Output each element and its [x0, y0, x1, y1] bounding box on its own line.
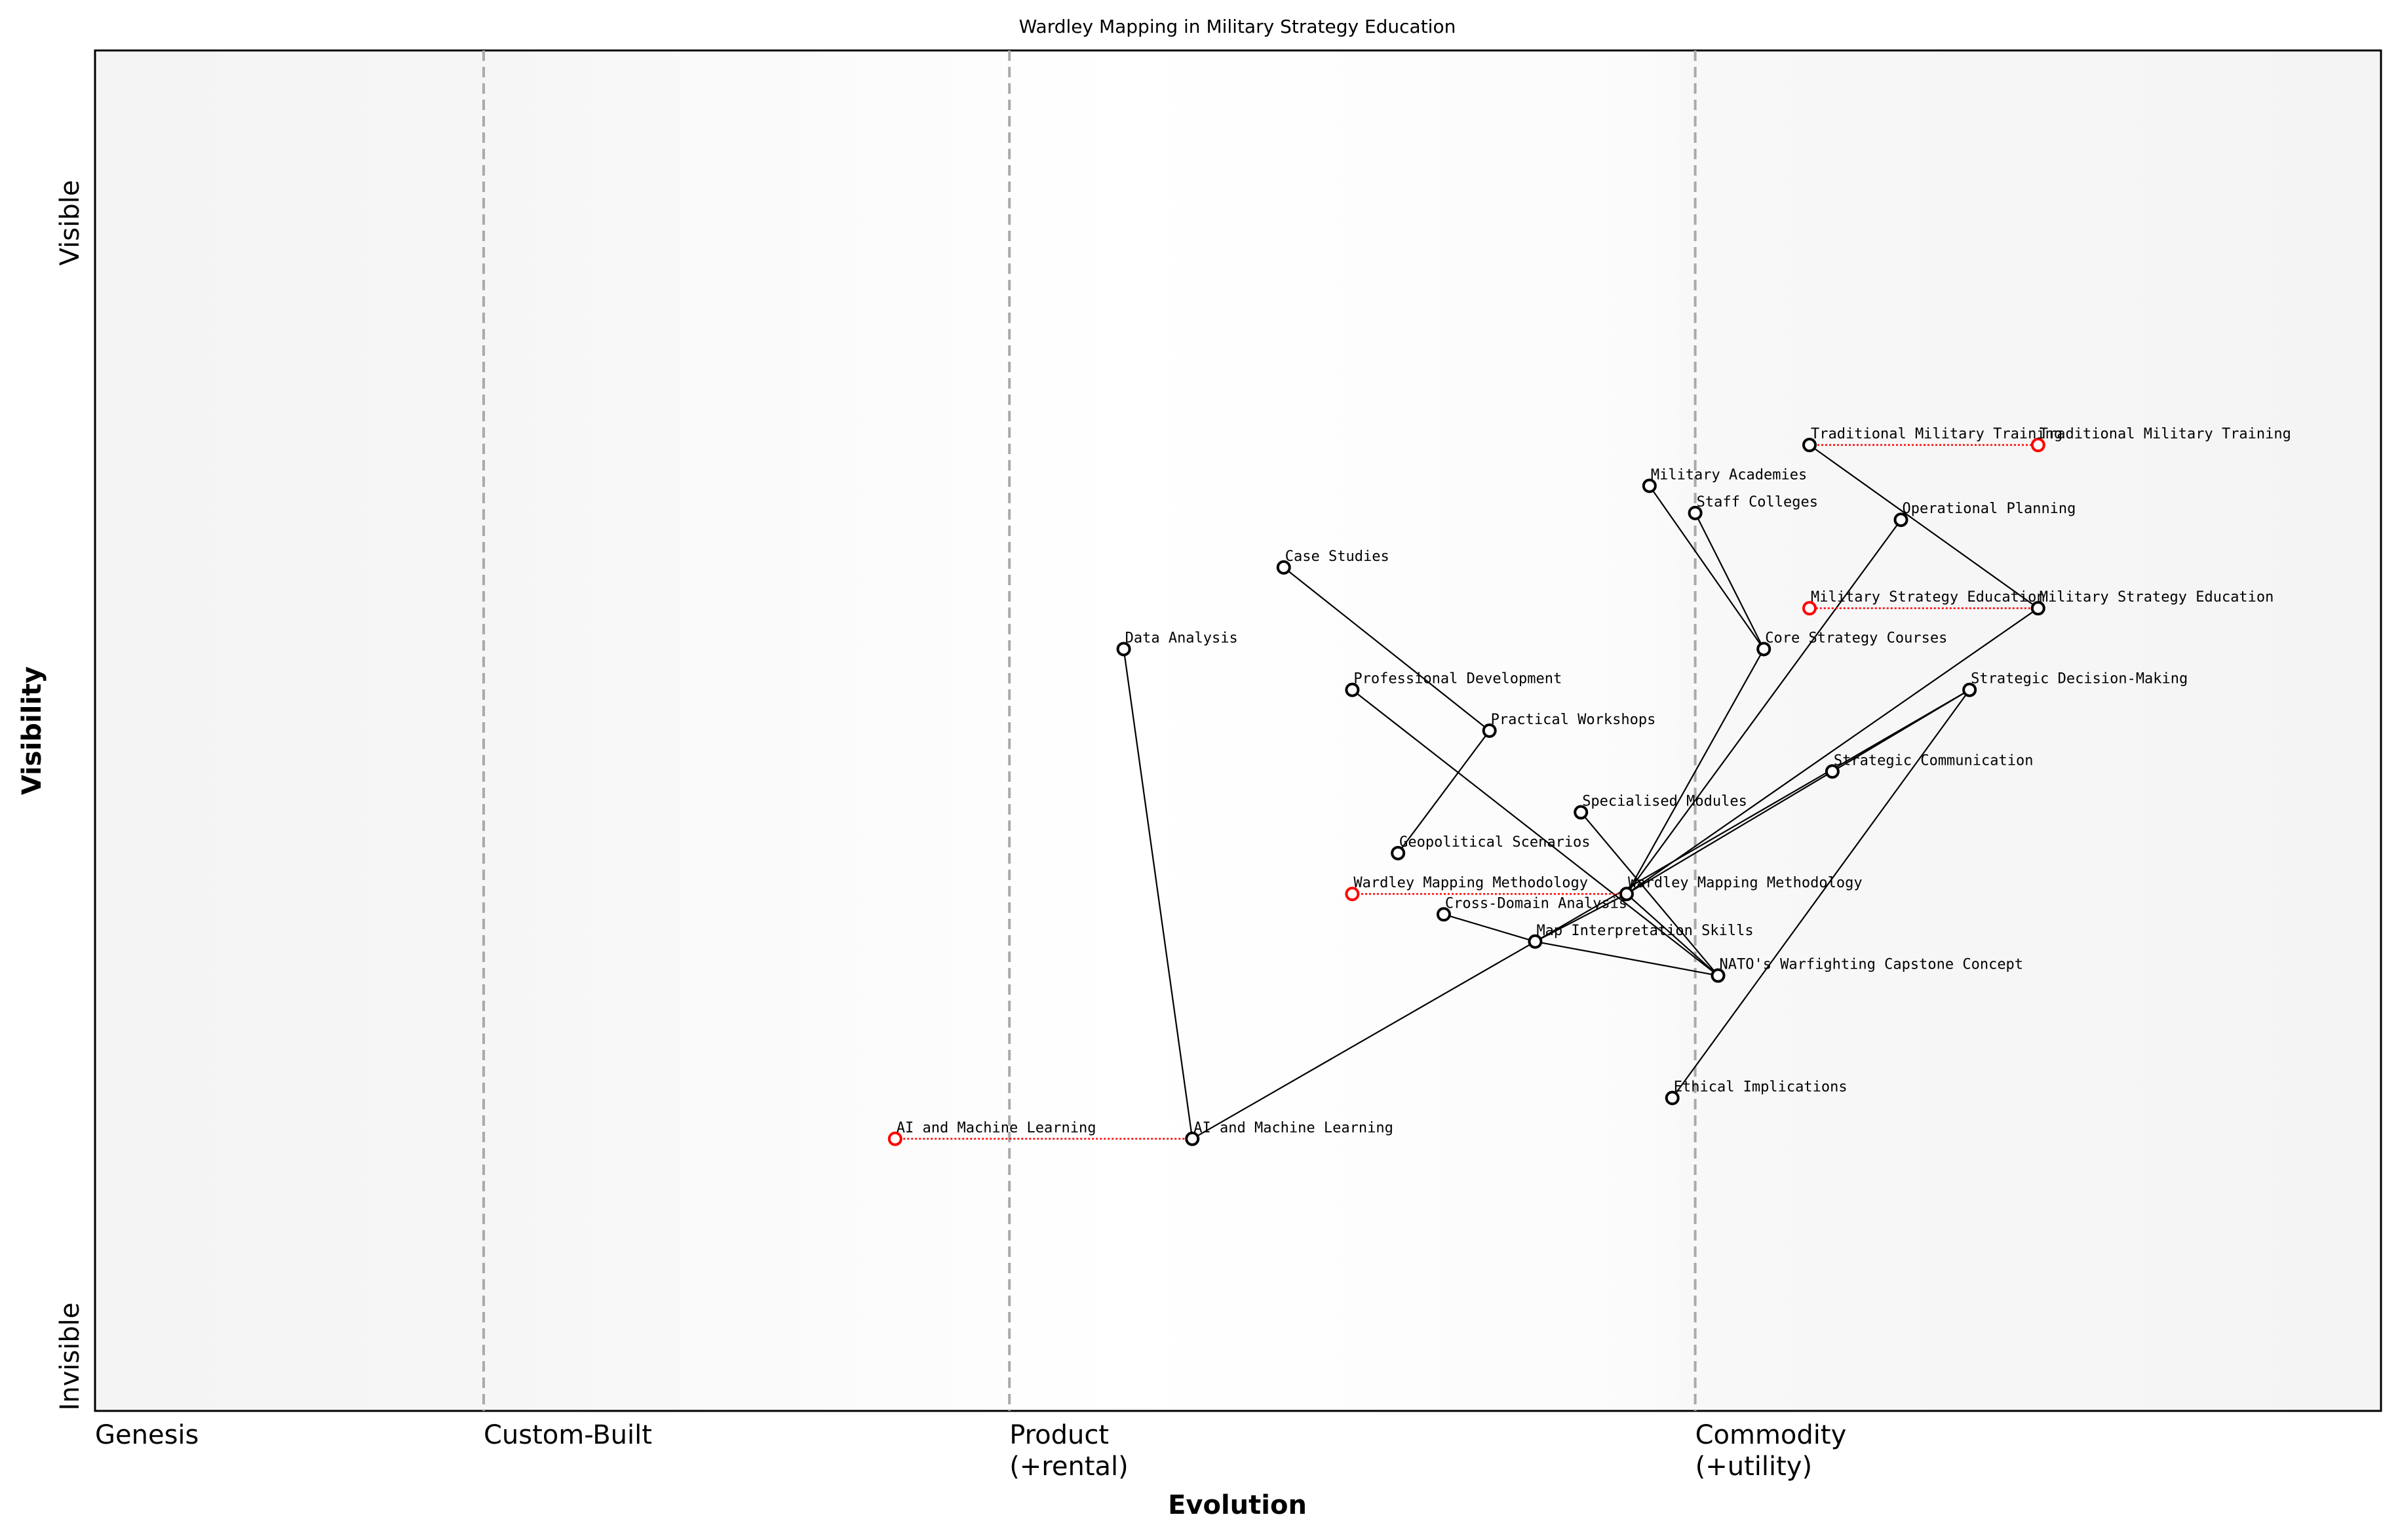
component-marker[interactable]	[1345, 682, 1360, 697]
chart-title: Wardley Mapping in Military Strategy Edu…	[1019, 16, 1456, 37]
component-label: Practical Workshops	[1491, 712, 1656, 728]
evolved-component-label: Wardley Mapping Methodology	[1353, 875, 1588, 891]
dependency-link	[1694, 512, 1765, 649]
component-marker[interactable]	[1619, 887, 1634, 902]
component-marker[interactable]	[1391, 845, 1406, 860]
component-label: Map Interpretation Skills	[1536, 923, 1753, 939]
component-label: Core Strategy Courses	[1765, 630, 1947, 646]
component-marker[interactable]	[1528, 934, 1543, 949]
plot-area	[94, 49, 2382, 1412]
component-label: Operational Planning	[1903, 501, 2076, 517]
dependency-link	[1626, 519, 1902, 895]
dependency-link	[1809, 444, 2039, 609]
component-marker[interactable]	[1276, 560, 1291, 575]
component-label: Professional Development	[1353, 671, 1562, 687]
x-axis-title: Evolution	[1168, 1490, 1307, 1520]
component-label: Traditional Military Training	[1811, 426, 2062, 442]
dependency-link	[1626, 607, 2039, 895]
component-marker[interactable]	[1436, 907, 1451, 922]
stage-label: Commodity (+utility)	[1695, 1420, 1847, 1482]
component-marker[interactable]	[1185, 1131, 1200, 1146]
component-marker[interactable]	[1482, 723, 1497, 738]
dependency-link	[1580, 811, 1719, 976]
evolved-component-marker[interactable]	[1345, 887, 1360, 902]
evolved-component-label: AI and Machine Learning	[897, 1120, 1096, 1136]
dependency-link	[1626, 648, 1765, 895]
dependency-link	[1123, 649, 1193, 1139]
evolved-component-label: Traditional Military Training	[2040, 426, 2291, 442]
component-marker[interactable]	[1116, 642, 1131, 657]
dependency-link	[1397, 730, 1490, 854]
component-label: Military Strategy Education	[2040, 589, 2274, 606]
y-axis-title: Visibility	[17, 666, 47, 795]
component-label: Strategic Decision-Making	[1971, 671, 2188, 687]
component-marker[interactable]	[1893, 512, 1908, 528]
component-marker[interactable]	[1962, 682, 1977, 697]
evolved-component-marker[interactable]	[2030, 438, 2045, 453]
dependency-link	[1626, 771, 1833, 895]
stage-label: Genesis	[95, 1420, 199, 1450]
component-label: Wardley Mapping Methodology	[1628, 875, 1863, 891]
component-marker[interactable]	[1711, 968, 1726, 983]
component-marker[interactable]	[1574, 805, 1589, 820]
component-marker[interactable]	[1688, 505, 1703, 520]
component-label: Data Analysis	[1125, 630, 1238, 646]
component-label: NATO's Warfighting Capstone Concept	[1719, 957, 2023, 973]
evolved-component-marker[interactable]	[887, 1131, 902, 1146]
component-label: Ethical Implications	[1674, 1079, 1848, 1096]
component-marker[interactable]	[1802, 438, 1817, 453]
dependency-link	[1671, 689, 1971, 1099]
dependency-link	[1534, 893, 1627, 942]
component-marker[interactable]	[1642, 478, 1657, 493]
dependency-link	[1351, 689, 1719, 976]
evolved-component-marker[interactable]	[1802, 601, 1817, 616]
component-label: Military Academies	[1651, 467, 1807, 483]
component-label: AI and Machine Learning	[1193, 1120, 1393, 1136]
dependency-link	[1626, 893, 1719, 976]
component-marker[interactable]	[1756, 642, 1771, 657]
component-marker[interactable]	[1665, 1090, 1680, 1106]
stage-label: Custom-Built	[484, 1420, 652, 1450]
dependency-link	[1535, 940, 1718, 976]
component-label: Specialised Modules	[1582, 794, 1747, 810]
component-marker[interactable]	[1825, 764, 1840, 779]
evolved-component-label: Military Strategy Education	[1811, 589, 2045, 606]
dependency-link	[1534, 689, 1970, 942]
component-label: Geopolitical Scenarios	[1399, 834, 1590, 851]
dependency-link	[1648, 485, 1765, 650]
component-label: Cross-Domain Analysis	[1445, 895, 1627, 912]
component-marker[interactable]	[2030, 601, 2045, 616]
dependency-link	[1443, 914, 1536, 942]
y-bottom-label: Invisible	[55, 1303, 85, 1411]
component-label: Strategic Communication	[1834, 752, 2034, 769]
dependency-link	[1283, 567, 1490, 731]
y-top-label: Visible	[55, 180, 85, 266]
component-label: Case Studies	[1285, 549, 1389, 565]
component-label: Staff Colleges	[1697, 494, 1818, 510]
dependency-link	[1191, 940, 1536, 1140]
stage-label: Product (+rental)	[1009, 1420, 1129, 1482]
